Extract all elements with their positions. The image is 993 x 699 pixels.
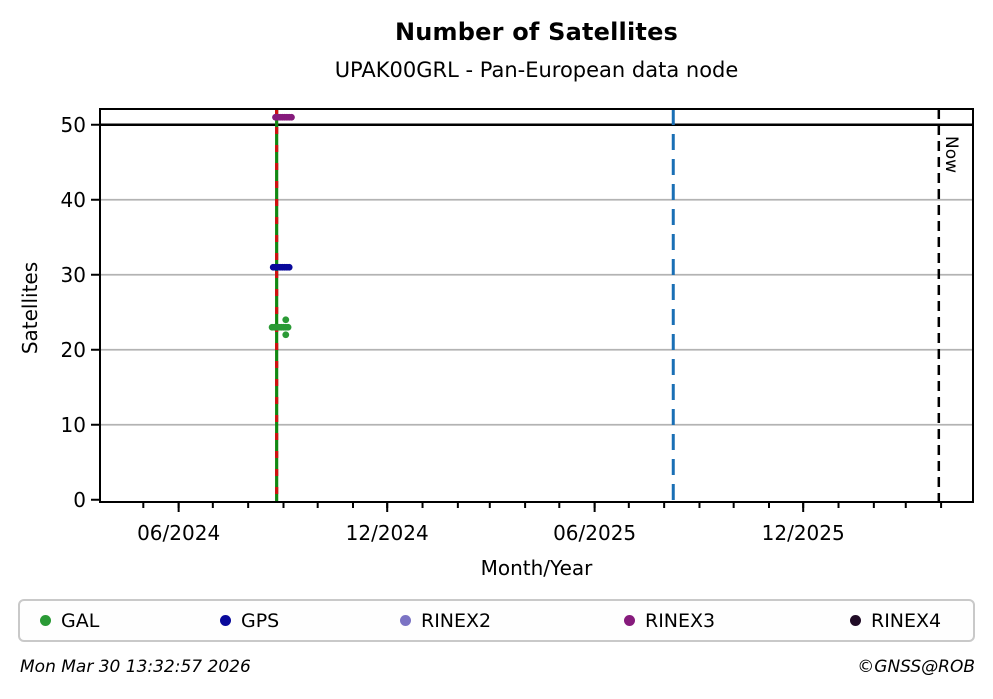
- legend-label-rinex2: RINEX2: [421, 609, 492, 632]
- legend: GAL GPS RINEX2 RINEX3 RINEX4: [18, 599, 975, 642]
- legend-marker-gal: [40, 615, 51, 626]
- legend-item-gps: GPS: [220, 601, 279, 640]
- copyright-text: ©GNSS@ROB: [857, 657, 975, 677]
- legend-label-gps: GPS: [241, 609, 280, 632]
- y-tick-label: 20: [61, 338, 86, 362]
- legend-label-gal: GAL: [61, 609, 100, 632]
- legend-marker-gps: [220, 615, 231, 626]
- legend-label-rinex3: RINEX3: [645, 609, 716, 632]
- legend-label-rinex4: RINEX4: [871, 609, 942, 632]
- y-tick-label: 0: [73, 488, 86, 512]
- chart-title: Number of Satellites: [394, 18, 679, 46]
- data-point-gal: [282, 331, 290, 339]
- legend-marker-rinex4: [850, 615, 861, 626]
- legend-item-rinex3: RINEX3: [624, 601, 715, 640]
- y-tick-label: 10: [61, 413, 86, 437]
- data-point-gal: [282, 316, 290, 324]
- y-tick-label: 50: [61, 113, 86, 137]
- legend-marker-rinex2: [400, 615, 411, 626]
- data-point-rinex3: [288, 113, 295, 121]
- data-point-gps: [285, 263, 293, 271]
- timestamp-text: Mon Mar 30 13:32:57 2026: [20, 657, 251, 677]
- legend-item-rinex4: RINEX4: [850, 601, 941, 640]
- x-tick-label: 06/2024: [137, 521, 220, 545]
- x-tick-label: 06/2025: [553, 521, 636, 545]
- x-tick-label: 12/2024: [346, 521, 429, 545]
- y-tick-label: 40: [61, 188, 86, 212]
- legend-item-rinex2: RINEX2: [400, 601, 491, 640]
- legend-item-gal: GAL: [40, 601, 99, 640]
- y-axis-label: Satellites: [18, 261, 42, 355]
- now-label: Now: [941, 136, 961, 173]
- chart-subtitle: UPAK00GRL - Pan-European data node: [334, 58, 739, 82]
- x-axis-label: Month/Year: [480, 556, 593, 580]
- x-tick-label: 12/2025: [762, 521, 845, 545]
- plot-frame: [99, 108, 974, 503]
- y-tick-label: 30: [61, 263, 86, 287]
- legend-marker-rinex3: [624, 615, 635, 626]
- data-point-gal: [284, 323, 292, 331]
